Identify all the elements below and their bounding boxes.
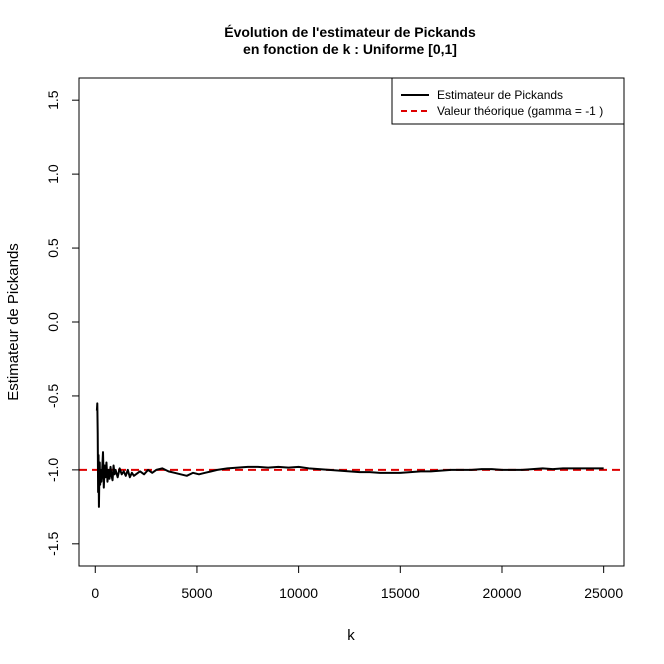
x-tick-label: 0 bbox=[91, 585, 99, 601]
x-axis-label: k bbox=[347, 627, 355, 644]
legend-label-theorique: Valeur théorique (gamma = -1 ) bbox=[437, 104, 603, 118]
y-tick-label: -1.5 bbox=[45, 532, 61, 556]
y-tick-label: 0.5 bbox=[45, 238, 61, 258]
x-tick-label: 25000 bbox=[584, 585, 623, 601]
y-axis: -1.5 -1.0 -0.5 0.0 0.5 1.0 1.5 bbox=[45, 90, 80, 556]
x-tick-label: 20000 bbox=[483, 585, 522, 601]
chart-title-line2: en fonction de k : Uniforme [0,1] bbox=[243, 41, 457, 57]
y-tick-label: 1.5 bbox=[45, 90, 61, 110]
x-tick-label: 10000 bbox=[279, 585, 318, 601]
plot-frame bbox=[78, 77, 625, 567]
x-axis: 0 5000 10000 15000 20000 25000 bbox=[91, 565, 623, 601]
chart-title-line1: Évolution de l'estimateur de Pickands bbox=[224, 24, 476, 40]
x-tick-label: 5000 bbox=[181, 585, 212, 601]
legend: Estimateur de Pickands Valeur théorique … bbox=[391, 77, 625, 125]
y-tick-label: -0.5 bbox=[45, 384, 61, 408]
series-line-estimateur bbox=[95, 402, 604, 508]
x-tick-label: 15000 bbox=[381, 585, 420, 601]
y-axis-label: Estimateur de Pickands bbox=[5, 243, 22, 401]
y-tick-label: 1.0 bbox=[45, 164, 61, 184]
y-tick-label: 0.0 bbox=[45, 312, 61, 332]
legend-label-estimateur: Estimateur de Pickands bbox=[437, 88, 563, 102]
legend-box bbox=[391, 77, 625, 125]
plot-area bbox=[79, 402, 624, 508]
y-tick-label: -1.0 bbox=[45, 458, 61, 482]
